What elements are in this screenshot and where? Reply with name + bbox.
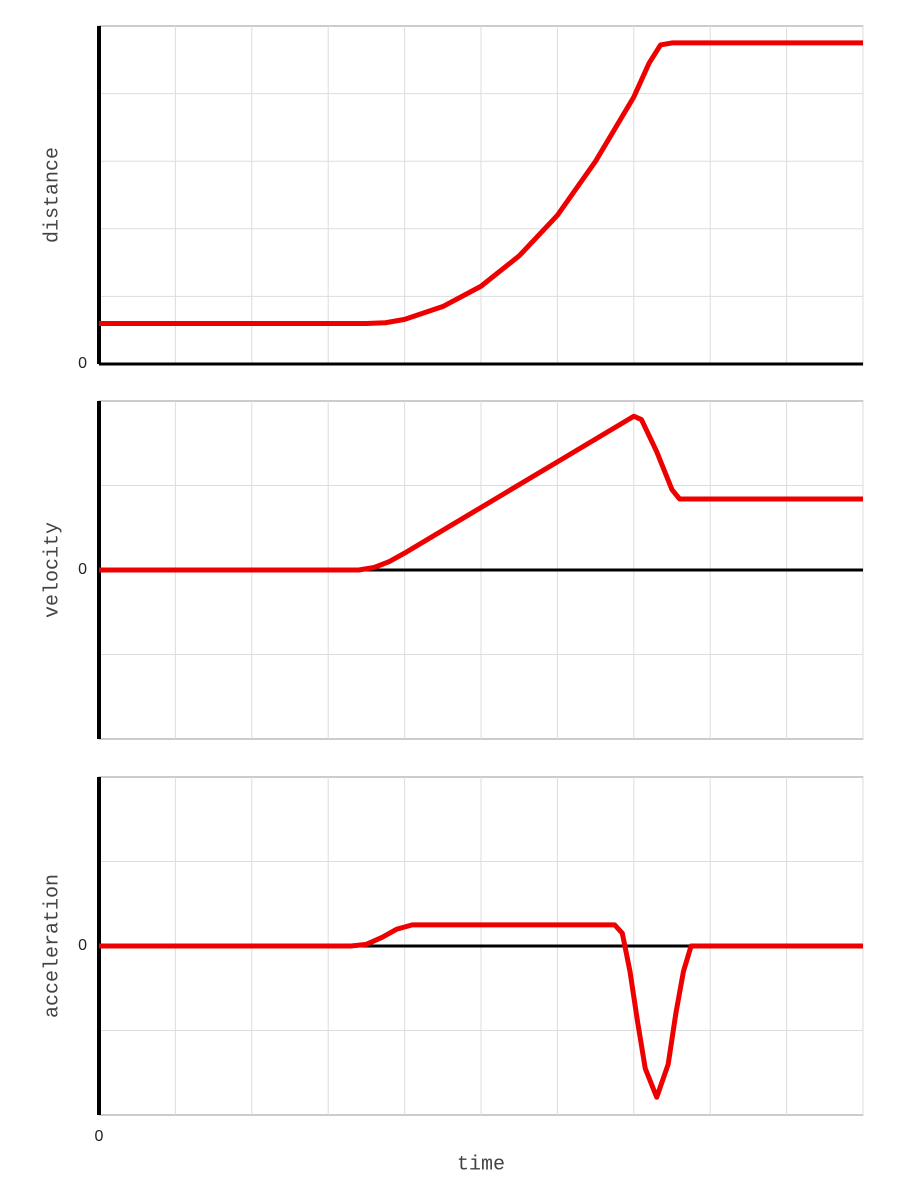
data-line	[99, 413, 863, 573]
y-axis-label: velocity	[41, 522, 64, 618]
x-tick-label: 0	[95, 1128, 104, 1145]
data-line	[99, 922, 863, 1100]
x-axis-label: time	[457, 1153, 505, 1176]
data-line	[99, 40, 863, 326]
y-tick-label: 0	[78, 561, 87, 578]
y-axis-label: distance	[41, 147, 64, 243]
y-tick-label: 0	[78, 355, 87, 372]
y-tick-label: 0	[78, 937, 87, 954]
y-axis-label: acceleration	[41, 874, 64, 1018]
